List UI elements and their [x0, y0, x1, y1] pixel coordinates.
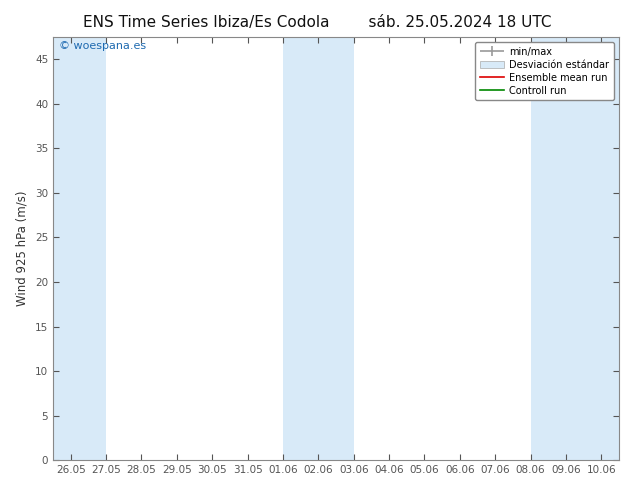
Bar — [53, 37, 106, 460]
Text: ENS Time Series Ibiza/Es Codola        sáb. 25.05.2024 18 UTC: ENS Time Series Ibiza/Es Codola sáb. 25.… — [83, 15, 551, 30]
Text: © woespana.es: © woespana.es — [59, 41, 146, 51]
Bar — [531, 37, 619, 460]
Legend: min/max, Desviación estándar, Ensemble mean run, Controll run: min/max, Desviación estándar, Ensemble m… — [476, 42, 614, 100]
Bar — [283, 37, 354, 460]
Y-axis label: Wind 925 hPa (m/s): Wind 925 hPa (m/s) — [15, 191, 28, 306]
